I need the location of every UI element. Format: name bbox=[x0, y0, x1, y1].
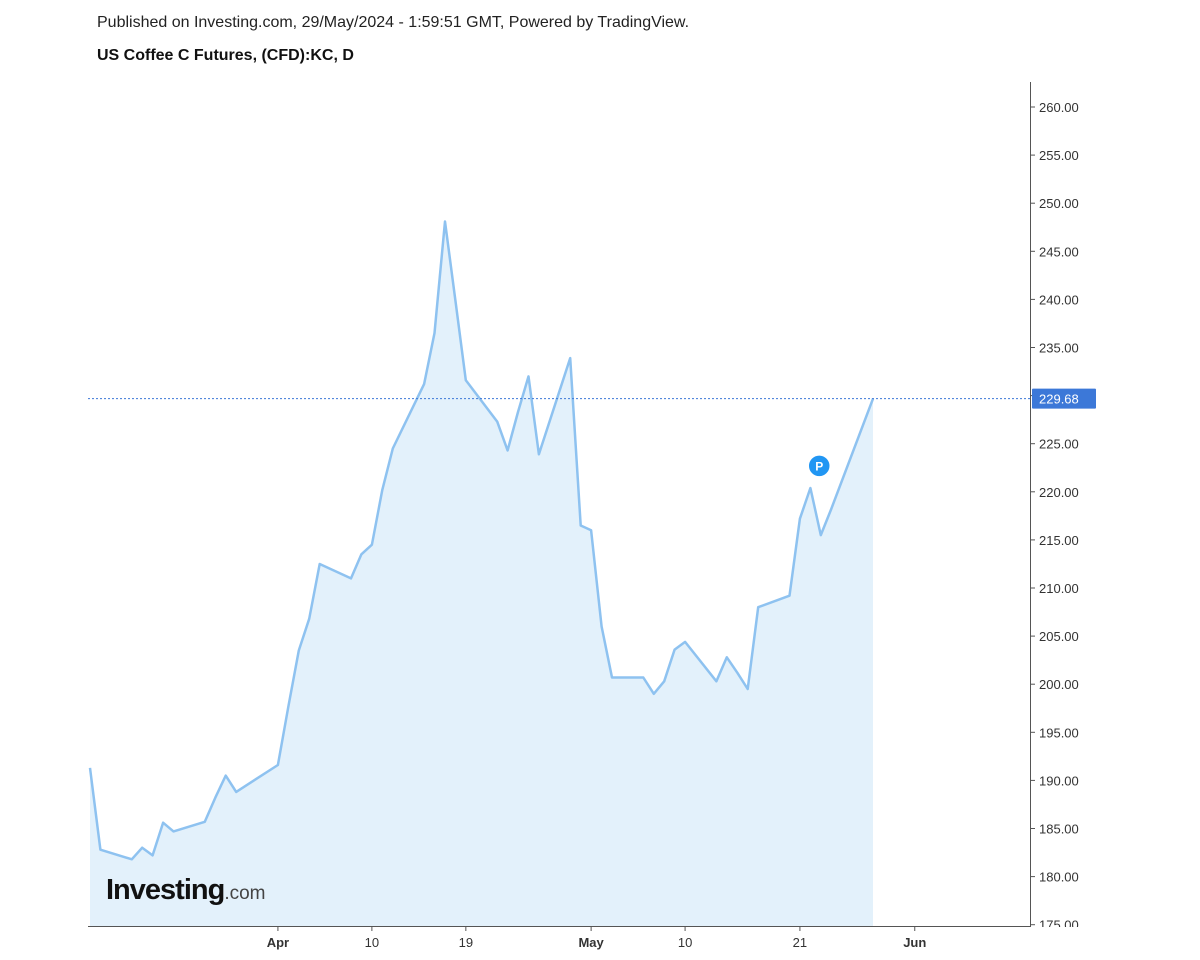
x-tick-label: 10 bbox=[678, 935, 692, 950]
y-tick-label: 180.00 bbox=[1039, 870, 1079, 885]
y-tick-label: 205.00 bbox=[1039, 629, 1079, 644]
pivot-marker[interactable] bbox=[807, 454, 831, 478]
y-tick-label: 240.00 bbox=[1039, 292, 1079, 307]
y-tick-label: 245.00 bbox=[1039, 244, 1079, 259]
area-fill bbox=[90, 221, 873, 926]
price-line bbox=[88, 220, 875, 861]
y-tick-label: 250.00 bbox=[1039, 196, 1079, 211]
y-tick-label: 185.00 bbox=[1039, 822, 1079, 837]
y-tick-label: 215.00 bbox=[1039, 533, 1079, 548]
investing-logo: Investing.com bbox=[106, 874, 266, 907]
y-tick-label: 225.00 bbox=[1039, 437, 1079, 452]
chart-title: US Coffee C Futures, (CFD):KC, D bbox=[97, 47, 354, 64]
last-price-badge bbox=[1032, 388, 1096, 409]
y-tick-label: 220.00 bbox=[1039, 485, 1079, 500]
x-tick-label: May bbox=[578, 935, 604, 950]
pivot-marker-label: P bbox=[815, 459, 823, 473]
y-tick-label: 200.00 bbox=[1039, 677, 1079, 692]
brand-main: Investing bbox=[106, 874, 225, 906]
y-tick-label: 210.00 bbox=[1039, 581, 1079, 596]
brand-suffix: .com bbox=[224, 883, 266, 904]
x-tick-label: 19 bbox=[459, 935, 473, 950]
y-tick-label: 260.00 bbox=[1039, 100, 1079, 115]
y-tick-label: 235.00 bbox=[1039, 341, 1079, 356]
last-price-label: 229.68 bbox=[1039, 392, 1079, 407]
published-note: Published on Investing.com, 29/May/2024 … bbox=[97, 14, 690, 31]
axis-clip bbox=[1036, 927, 1116, 957]
y-tick-label: 255.00 bbox=[1039, 148, 1079, 163]
x-tick-label: 21 bbox=[793, 935, 807, 950]
y-tick-label: 195.00 bbox=[1039, 725, 1079, 740]
x-tick-label: 10 bbox=[365, 935, 379, 950]
x-tick-label: Apr bbox=[267, 935, 289, 950]
x-tick-label: Jun bbox=[903, 935, 926, 950]
y-tick-label: 190.00 bbox=[1039, 773, 1079, 788]
